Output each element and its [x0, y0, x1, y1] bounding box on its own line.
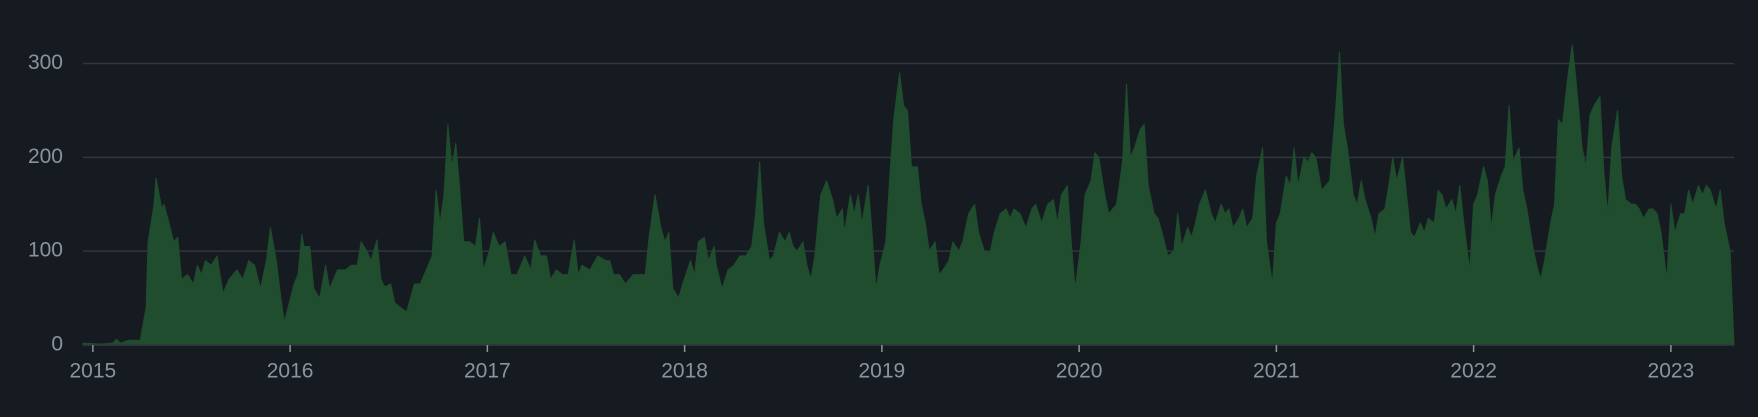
area	[82, 44, 1735, 346]
x-tick-label: 2016	[267, 360, 314, 383]
x-tick-label: 2018	[661, 360, 708, 383]
y-tick-label: 0	[51, 333, 63, 356]
y-tick-label: 200	[28, 145, 63, 168]
x-tick-label: 2022	[1450, 360, 1497, 383]
x-tick-label: 2023	[1648, 360, 1695, 383]
y-tick-label: 100	[28, 239, 63, 262]
x-tick-label: 2021	[1253, 360, 1300, 383]
y-tick-label: 300	[28, 51, 63, 74]
x-tick-label: 2019	[859, 360, 906, 383]
x-tick-label: 2017	[464, 360, 511, 383]
x-tick-label: 2020	[1056, 360, 1103, 383]
x-tick-label: 2015	[70, 360, 117, 383]
